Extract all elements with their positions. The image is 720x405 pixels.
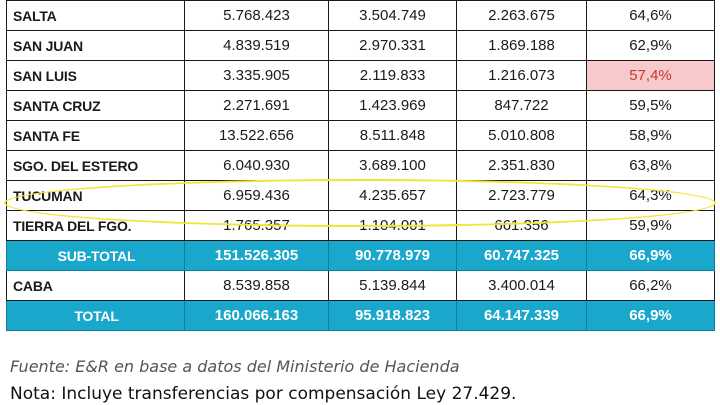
transfers-table: SALTA 5.768.423 3.504.749 2.263.675 64,6…	[6, 0, 715, 331]
province-name: SANTA CRUZ	[6, 90, 185, 121]
percent-cell: 66,9%	[586, 300, 715, 331]
percent-cell: 59,9%	[586, 210, 715, 241]
table-cell: 90.778.979	[328, 240, 457, 271]
province-name: TIERRA DEL FGO.	[6, 210, 185, 241]
table-cell: 5.768.423	[184, 0, 329, 31]
table-cell: 2.263.675	[456, 0, 587, 31]
table-cell: 13.522.656	[184, 120, 329, 151]
table-cell: 661.356	[456, 210, 587, 241]
table-cell: 160.066.163	[184, 300, 329, 331]
table-cell: 2.119.833	[328, 60, 457, 91]
table-cell: 1.104.001	[328, 210, 457, 241]
table-row: SAN JUAN 4.839.519 2.970.331 1.869.188 6…	[6, 30, 715, 61]
table-cell: 1.216.073	[456, 60, 587, 91]
percent-cell: 62,9%	[586, 30, 715, 61]
percent-cell: 59,5%	[586, 90, 715, 121]
table-row: TIERRA DEL FGO. 1.765.357 1.104.001 661.…	[6, 210, 715, 241]
table-cell: 6.959.436	[184, 180, 329, 211]
table-row: SANTA FE 13.522.656 8.511.848 5.010.808 …	[6, 120, 715, 151]
table-row: SGO. DEL ESTERO 6.040.930 3.689.100 2.35…	[6, 150, 715, 181]
table-row: SAN LUIS 3.335.905 2.119.833 1.216.073 5…	[6, 60, 715, 91]
table-row: CABA 8.539.858 5.139.844 3.400.014 66,2%	[6, 270, 715, 301]
table-cell: 6.040.930	[184, 150, 329, 181]
subtotal-label: SUB-TOTAL	[6, 240, 185, 271]
province-name: SAN LUIS	[6, 60, 185, 91]
table-cell: 1.765.357	[184, 210, 329, 241]
percent-cell: 64,3%	[586, 180, 715, 211]
total-row: TOTAL 160.066.163 95.918.823 64.147.339 …	[6, 300, 715, 331]
table-cell: 3.335.905	[184, 60, 329, 91]
province-name: SGO. DEL ESTERO	[6, 150, 185, 181]
table-cell: 2.970.331	[328, 30, 457, 61]
province-name: TUCUMAN	[6, 180, 185, 211]
table-cell: 64.147.339	[456, 300, 587, 331]
table-cell: 5.139.844	[328, 270, 457, 301]
table-cell: 2.723.779	[456, 180, 587, 211]
table-cell: 1.869.188	[456, 30, 587, 61]
table-cell: 2.271.691	[184, 90, 329, 121]
table-cell: 2.351.830	[456, 150, 587, 181]
percent-cell: 58,9%	[586, 120, 715, 151]
province-name: SAN JUAN	[6, 30, 185, 61]
source-note: Fuente: E&R en base a datos del Minister…	[10, 357, 460, 376]
table-cell: 8.511.848	[328, 120, 457, 151]
table-cell: 3.400.014	[456, 270, 587, 301]
percent-cell: 66,2%	[586, 270, 715, 301]
subtotal-row: SUB-TOTAL 151.526.305 90.778.979 60.747.…	[6, 240, 715, 271]
table-row: SALTA 5.768.423 3.504.749 2.263.675 64,6…	[6, 0, 715, 31]
percent-cell: 63,8%	[586, 150, 715, 181]
table-cell: 3.689.100	[328, 150, 457, 181]
table-cell: 5.010.808	[456, 120, 587, 151]
percent-cell: 66,9%	[586, 240, 715, 271]
table-cell: 1.423.969	[328, 90, 457, 121]
table-row: SANTA CRUZ 2.271.691 1.423.969 847.722 5…	[6, 90, 715, 121]
table-cell: 8.539.858	[184, 270, 329, 301]
table-cell: 151.526.305	[184, 240, 329, 271]
table-cell: 60.747.325	[456, 240, 587, 271]
table-cell: 847.722	[456, 90, 587, 121]
footnote: Nota: Incluye transferencias por compens…	[10, 384, 517, 404]
table-cell: 3.504.749	[328, 0, 457, 31]
table-row: TUCUMAN 6.959.436 4.235.657 2.723.779 64…	[6, 180, 715, 211]
percent-cell: 64,6%	[586, 0, 715, 31]
table-cell: 4.839.519	[184, 30, 329, 61]
table-cell: 95.918.823	[328, 300, 457, 331]
province-name: SALTA	[6, 0, 185, 31]
table-cell: 4.235.657	[328, 180, 457, 211]
province-name: CABA	[6, 270, 185, 301]
province-name: SANTA FE	[6, 120, 185, 151]
total-label: TOTAL	[6, 300, 185, 331]
percent-cell-highlighted: 57,4%	[586, 60, 715, 91]
